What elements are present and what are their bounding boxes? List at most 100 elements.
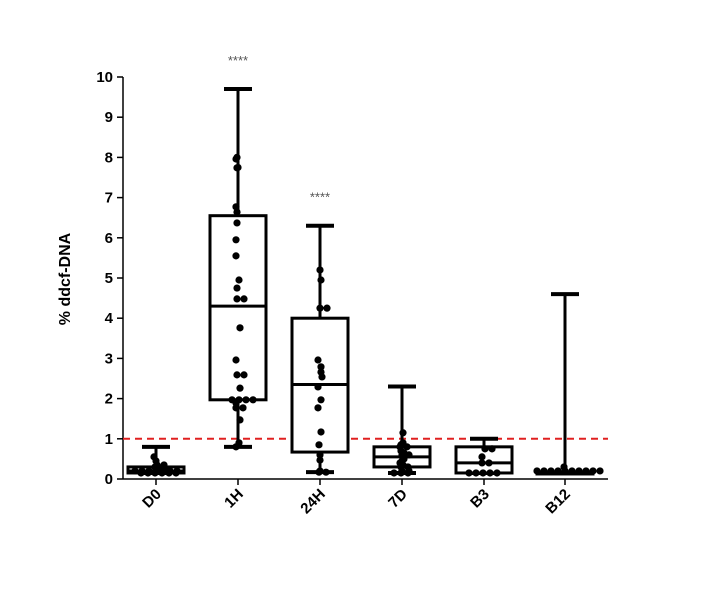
y-tick-label: 4 [105, 310, 114, 327]
data-point [404, 469, 412, 477]
data-point [315, 468, 323, 476]
data-point [596, 467, 604, 475]
y-tick-label: 6 [105, 230, 113, 247]
data-point [488, 445, 496, 453]
x-tick-label: 1H [221, 486, 247, 512]
y-tick-label: 5 [105, 270, 113, 287]
y-tick-label: 8 [105, 149, 113, 166]
data-point [235, 276, 243, 284]
data-point [547, 467, 555, 475]
data-point [232, 356, 240, 364]
data-point [478, 459, 486, 467]
data-point [399, 429, 407, 437]
y-tick-label: 3 [105, 350, 113, 367]
data-point [540, 467, 548, 475]
x-tick-label: D0 [139, 486, 165, 512]
y-tick-label: 7 [105, 190, 113, 207]
data-point [137, 469, 145, 477]
data-point [533, 467, 541, 475]
box [208, 214, 268, 402]
data-point [233, 295, 241, 303]
data-point [249, 396, 257, 404]
y-tick-label: 0 [105, 471, 113, 488]
significance-label: **** [310, 190, 330, 205]
data-point [554, 467, 562, 475]
data-point [232, 236, 240, 244]
data-point [397, 469, 405, 477]
data-point [390, 469, 398, 477]
data-point [144, 469, 152, 477]
x-tick-label: B3 [467, 486, 493, 512]
data-point [472, 469, 480, 477]
x-tick-label: 7D [385, 486, 411, 512]
data-point [314, 383, 322, 391]
data-point [314, 356, 322, 364]
y-axis-label: % ddcf-DNA [57, 232, 74, 325]
y-tick-label: 2 [105, 391, 113, 408]
data-point [481, 445, 489, 453]
data-point [233, 371, 241, 379]
data-point [316, 304, 324, 312]
box-b12 [533, 292, 604, 476]
data-point [236, 324, 244, 332]
data-point [403, 443, 411, 451]
data-point [568, 467, 576, 475]
data-point [317, 276, 325, 284]
data-point [485, 459, 493, 467]
x-tick-label: B12 [542, 486, 573, 517]
data-point [316, 266, 324, 274]
data-point [486, 469, 494, 477]
data-point [317, 396, 325, 404]
data-point [233, 284, 241, 292]
data-point [151, 469, 159, 477]
x-axis: D0 1H 24H 7D B3 B12 [123, 478, 608, 517]
boxes: **** **** [126, 53, 604, 477]
box-24h: **** [290, 190, 350, 476]
data-point [575, 467, 583, 475]
significance-label: **** [228, 53, 248, 68]
data-point [239, 404, 247, 412]
data-point [323, 304, 331, 312]
data-point [315, 441, 323, 449]
data-point [589, 467, 597, 475]
data-point [232, 404, 240, 412]
data-point [240, 295, 248, 303]
data-point [322, 468, 330, 476]
data-point [236, 384, 244, 392]
data-point [317, 428, 325, 436]
data-point [314, 404, 322, 412]
data-point [232, 252, 240, 260]
data-point [465, 469, 473, 477]
data-point [232, 443, 240, 451]
data-point [316, 456, 324, 464]
box-b3 [454, 436, 514, 477]
data-point [493, 469, 501, 477]
data-point [240, 371, 248, 379]
box-d0 [126, 444, 186, 477]
data-point [233, 164, 241, 172]
data-point [478, 453, 486, 461]
data-point [131, 467, 139, 475]
box-1h: **** [208, 53, 268, 451]
data-point [317, 363, 325, 371]
data-point [161, 465, 169, 473]
y-tick-label: 9 [105, 109, 113, 126]
box-7d [372, 384, 432, 477]
data-point [405, 451, 413, 459]
data-point [233, 219, 241, 227]
data-point [318, 373, 326, 381]
data-point [242, 396, 250, 404]
data-point [233, 208, 241, 216]
y-tick-label: 1 [105, 431, 113, 448]
x-tick-label: 24H [297, 486, 328, 517]
data-point [232, 155, 240, 163]
data-point [560, 463, 568, 471]
data-point [582, 467, 590, 475]
y-axis: 0 1 2 3 4 5 6 7 8 9 10 [96, 69, 124, 488]
y-tick-label: 10 [96, 69, 113, 86]
data-point [172, 469, 180, 477]
data-point [236, 416, 244, 424]
data-point [479, 469, 487, 477]
data-point [316, 451, 324, 459]
